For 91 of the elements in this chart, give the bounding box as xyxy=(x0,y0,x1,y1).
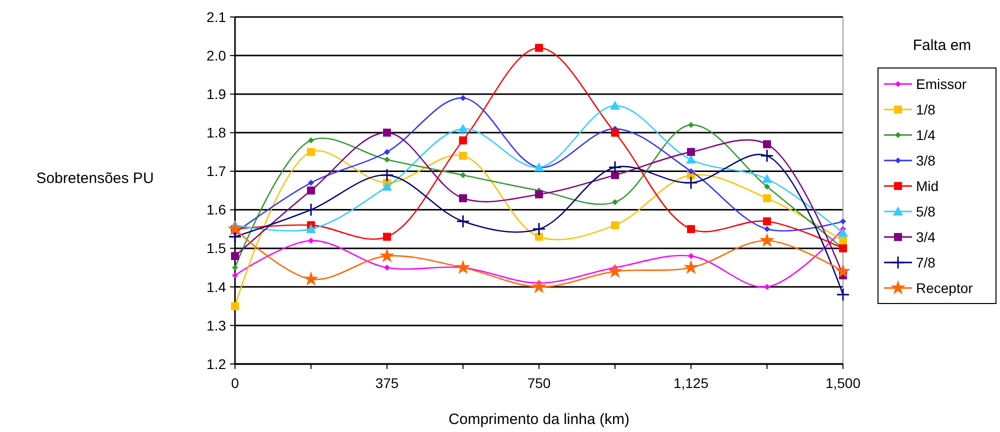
y-tick-label: 2.1 xyxy=(206,8,226,25)
point xyxy=(306,224,316,234)
x-tick-label: 1,500 xyxy=(825,375,861,391)
y-tick-label: 1.8 xyxy=(206,124,226,141)
point xyxy=(611,128,619,137)
point xyxy=(231,302,239,310)
point xyxy=(308,180,314,186)
point xyxy=(232,272,238,278)
point xyxy=(840,218,846,224)
point xyxy=(456,214,470,228)
point xyxy=(764,284,770,290)
legend-label: Receptor xyxy=(916,280,974,296)
legend-title: Falta em xyxy=(912,37,972,54)
point xyxy=(379,248,395,262)
legend-label: 1/8 xyxy=(916,101,936,118)
point xyxy=(303,271,319,286)
x-tick-label: 1,125 xyxy=(673,375,709,391)
point xyxy=(383,232,391,241)
y-tick-label: 1.9 xyxy=(206,86,226,102)
y-tick-label: 1.5 xyxy=(206,240,226,256)
point xyxy=(308,238,314,244)
point xyxy=(835,264,851,278)
point xyxy=(612,199,618,206)
x-tick-label: 0 xyxy=(231,375,240,391)
point xyxy=(384,156,390,163)
point xyxy=(763,194,771,202)
point xyxy=(764,226,770,232)
point xyxy=(535,44,543,52)
point xyxy=(227,221,243,236)
legend-label: 3/4 xyxy=(916,228,936,245)
point xyxy=(688,253,694,260)
point xyxy=(455,260,471,274)
point xyxy=(611,171,619,180)
y-tick-label: 1.7 xyxy=(206,163,226,180)
y-tick-label: 1.6 xyxy=(206,202,226,218)
point xyxy=(764,184,770,190)
point xyxy=(382,182,392,191)
point xyxy=(763,217,771,226)
x-tick-label: 750 xyxy=(527,375,551,391)
point xyxy=(459,194,467,202)
point xyxy=(836,288,850,302)
point xyxy=(610,100,620,110)
point xyxy=(683,260,699,274)
y-tick-label: 2.0 xyxy=(206,47,226,64)
legend-label: 5/8 xyxy=(916,203,936,220)
point xyxy=(762,174,772,183)
point xyxy=(611,221,619,230)
point xyxy=(384,148,390,155)
point xyxy=(459,152,467,160)
x-axis-title: Comprimento da linha (km) xyxy=(448,411,630,428)
point xyxy=(380,168,394,182)
point xyxy=(304,203,318,217)
point xyxy=(687,148,695,156)
legend-label: Mid xyxy=(916,178,939,194)
point xyxy=(384,264,390,271)
point xyxy=(684,176,698,190)
point xyxy=(459,136,467,144)
x-tick-label: 375 xyxy=(375,375,399,391)
point xyxy=(232,264,238,271)
y-tick-label: 1.4 xyxy=(206,278,226,295)
legend-label: 3/8 xyxy=(916,152,936,168)
legend-label: Emissor xyxy=(916,76,967,92)
point xyxy=(308,137,314,144)
point xyxy=(688,168,694,174)
y-tick-label: 1.2 xyxy=(206,356,226,372)
point xyxy=(763,140,771,148)
point xyxy=(759,232,775,248)
point xyxy=(532,222,546,236)
point xyxy=(535,232,543,241)
y-tick-label: 1.3 xyxy=(206,317,226,334)
point xyxy=(460,94,466,101)
point xyxy=(228,230,242,244)
point xyxy=(608,160,622,174)
point xyxy=(307,186,315,194)
point xyxy=(307,148,315,156)
point xyxy=(688,122,694,128)
point xyxy=(687,225,695,234)
point xyxy=(686,154,696,164)
point xyxy=(383,128,391,137)
point xyxy=(838,228,848,237)
point xyxy=(760,149,774,163)
point xyxy=(458,124,468,133)
legend-label: 1/4 xyxy=(916,126,936,143)
point xyxy=(231,252,239,260)
point xyxy=(607,264,623,278)
point xyxy=(531,278,547,294)
point xyxy=(839,236,847,245)
point xyxy=(535,190,543,198)
point xyxy=(460,172,466,178)
y-axis-title: Sobretensões PU xyxy=(36,170,154,187)
legend-label: 7/8 xyxy=(916,254,936,270)
